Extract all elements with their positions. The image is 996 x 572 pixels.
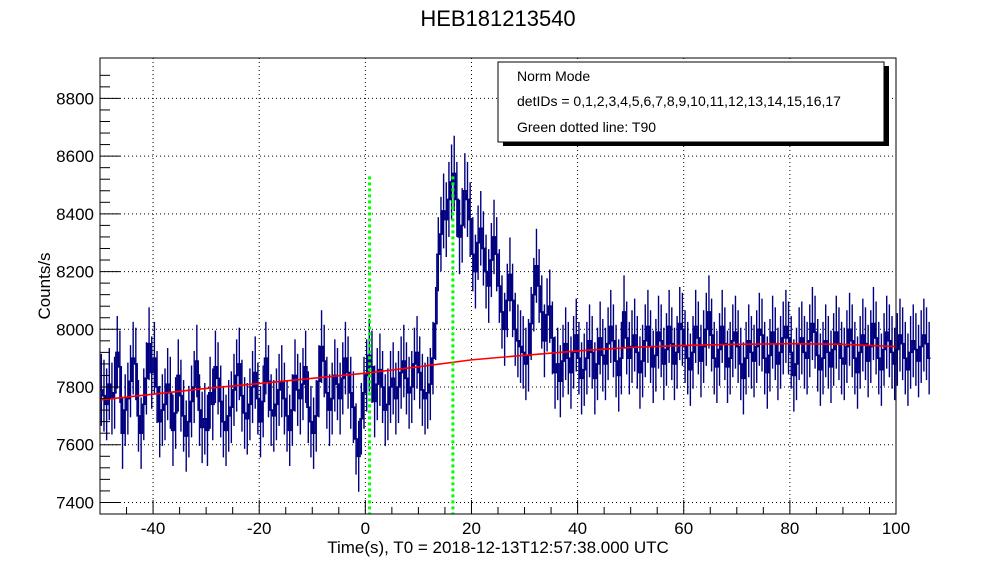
y-tick-label: 8600 bbox=[56, 147, 94, 166]
x-axis: -40 -20 0 20 40 60 80 100 bbox=[99, 500, 910, 538]
x-tick-label: 60 bbox=[674, 519, 693, 538]
chart-title: HEB181213540 bbox=[420, 6, 575, 31]
y-tick-label: 8400 bbox=[56, 205, 94, 224]
x-tick-label: 40 bbox=[568, 519, 587, 538]
legend: Norm Mode detIDs = 0,1,2,3,4,5,6,7,8,9,1… bbox=[497, 61, 889, 146]
x-axis-title: Time(s), T0 = 2018-12-13T12:57:38.000 UT… bbox=[327, 538, 669, 557]
x-tick-label: 100 bbox=[882, 519, 910, 538]
y-tick-label: 7600 bbox=[56, 436, 94, 455]
x-tick-label: 80 bbox=[780, 519, 799, 538]
y-tick-label: 7400 bbox=[56, 493, 94, 512]
x-tick-label: -40 bbox=[141, 519, 166, 538]
y-tick-label: 8800 bbox=[56, 89, 94, 108]
y-tick-label: 8000 bbox=[56, 320, 94, 339]
histogram-series bbox=[100, 135, 931, 492]
legend-line-t90: Green dotted line: T90 bbox=[517, 119, 656, 135]
y-tick-label: 8200 bbox=[56, 263, 94, 282]
background-fit-line bbox=[99, 342, 897, 401]
background-fit-series bbox=[99, 342, 897, 401]
legend-box bbox=[497, 61, 885, 143]
x-tick-label: 0 bbox=[361, 519, 370, 538]
grid-lines bbox=[100, 58, 896, 514]
legend-line-detids: detIDs = 0,1,2,3,4,5,6,7,8,9,10,11,12,13… bbox=[517, 93, 841, 109]
y-axis: 7400 7600 7800 8000 8200 8400 8600 8800 bbox=[56, 74, 120, 512]
x-tick-label: 20 bbox=[462, 519, 481, 538]
y-axis-title: Counts/s bbox=[35, 252, 54, 319]
t90-lines bbox=[368, 176, 455, 514]
x-tick-label: -20 bbox=[247, 519, 272, 538]
y-tick-label: 7800 bbox=[56, 378, 94, 397]
legend-line-mode: Norm Mode bbox=[517, 68, 590, 84]
